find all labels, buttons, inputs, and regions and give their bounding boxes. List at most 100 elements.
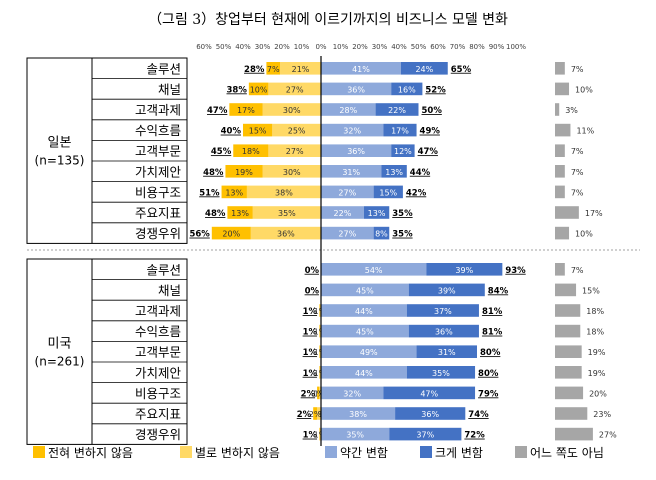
bar-slightly	[321, 366, 407, 379]
pos-total-label: 93%	[505, 266, 526, 276]
bar-slightly	[321, 123, 384, 137]
bar-label-not-much: 2%	[313, 410, 326, 419]
bar-label-slightly: 38%	[349, 410, 367, 419]
bar-label-none-at-all: 13%	[225, 188, 243, 197]
bar-label-greatly: 39%	[455, 266, 473, 275]
bar-not-much	[319, 345, 321, 358]
bar-label-greatly: 13%	[385, 168, 403, 177]
bar-greatly	[406, 304, 479, 317]
category-label: 고객부문	[135, 345, 181, 360]
bar-label-slightly: 36%	[347, 85, 365, 94]
bar-label-not-much: 38%	[275, 188, 293, 197]
axis-tick-label: 20%	[352, 43, 368, 51]
neg-total-label: 40%	[221, 127, 242, 137]
bar-label-none-at-all: 20%	[222, 230, 240, 239]
bar-label-not-much: 1%	[314, 348, 327, 357]
bar-label-not-much: 30%	[283, 168, 301, 177]
axis-tick-label: 0%	[315, 43, 326, 51]
bar-label-neither: 19%	[588, 369, 606, 378]
neg-total-label: 1%	[303, 307, 318, 317]
bar-slightly	[321, 427, 390, 441]
legend-swatch	[420, 446, 432, 458]
legend-item: 크게 변함	[420, 446, 483, 460]
bar-greatly	[395, 407, 466, 420]
bar-label-slightly: 35%	[346, 431, 364, 440]
bar-neither	[555, 123, 571, 137]
category-label: 고객부문	[135, 144, 181, 159]
bar-greatly	[383, 123, 417, 137]
category-label: 경쟁우위	[135, 427, 181, 442]
bar-not-much	[319, 366, 321, 379]
bar-neither	[555, 304, 581, 317]
bar-not-much	[250, 226, 321, 240]
bar-greatly	[391, 144, 415, 157]
pos-total-label: 35%	[392, 209, 413, 219]
bar-label-slightly: 31%	[342, 168, 360, 177]
category-label: 수익흐름	[135, 123, 181, 138]
bar-not-much	[272, 123, 321, 137]
bar-none-at-all	[229, 103, 263, 116]
bar-label-not-much: 1%	[314, 389, 327, 398]
bar-greatly	[408, 324, 479, 338]
bar-label-slightly: 44%	[355, 369, 373, 378]
bar-slightly	[321, 144, 392, 157]
bar-slightly	[321, 407, 396, 420]
bar-greatly	[373, 226, 390, 240]
bar-none-at-all	[233, 144, 269, 157]
bar-label-not-much: 1%	[314, 369, 327, 378]
bar-label-greatly: 37%	[434, 307, 452, 316]
bar-label-slightly: 45%	[356, 286, 374, 295]
pos-total-label: 42%	[406, 188, 427, 198]
bar-neither	[555, 324, 581, 338]
pos-total-label: 50%	[422, 106, 443, 116]
bar-not-much	[319, 427, 321, 441]
bar-label-greatly: 36%	[421, 410, 439, 419]
group-box	[26, 258, 188, 445]
bar-greatly	[391, 82, 423, 96]
bar-label-neither: 27%	[599, 431, 617, 440]
bar-label-none-at-all: 18%	[242, 147, 260, 156]
category-label: 가치제안	[135, 365, 182, 380]
bar-neither	[555, 185, 565, 199]
bar-label-not-much: 1%	[314, 431, 327, 440]
category-label: 주요지표	[135, 407, 181, 422]
bar-label-slightly: 49%	[360, 348, 378, 357]
bar-label-neither: 17%	[585, 209, 603, 218]
pos-total-label: 49%	[420, 127, 441, 137]
bar-label-greatly: 17%	[391, 127, 409, 136]
category-label: 비용구조	[135, 185, 181, 200]
bar-label-neither: 7%	[571, 147, 584, 156]
bar-label-not-much: 35%	[278, 209, 296, 218]
bar-none-at-all	[221, 185, 247, 199]
bar-none-at-all	[227, 206, 253, 219]
bar-none-at-all	[248, 82, 269, 96]
pos-total-label: 72%	[464, 431, 485, 441]
bar-neither	[555, 263, 565, 276]
bar-greatly	[373, 185, 403, 199]
legend-swatch	[33, 446, 45, 458]
axis-tick-label: 70%	[450, 43, 466, 51]
bar-slightly	[321, 386, 384, 400]
bar-label-none-at-all: 13%	[231, 209, 249, 218]
bar-slightly	[321, 226, 374, 240]
bar-neither	[555, 386, 584, 400]
neg-total-label: 56%	[189, 230, 210, 240]
category-label: 솔루션	[146, 61, 181, 76]
bar-greatly	[389, 427, 462, 441]
bar-none-at-all	[266, 62, 281, 75]
bar-none-at-all	[313, 407, 318, 420]
axis-tick-label: 30%	[372, 43, 388, 51]
bar-none-at-all	[243, 123, 273, 137]
bar-label-slightly: 41%	[352, 65, 370, 74]
bar-neither	[555, 82, 570, 96]
axis-tick-label: 90%	[489, 43, 505, 51]
pos-total-label: 35%	[392, 230, 413, 240]
bar-label-not-much: 27%	[286, 147, 304, 156]
legend-label: 약간 변함	[340, 445, 388, 460]
category-label: 비용구조	[135, 386, 181, 401]
pos-total-label: 79%	[478, 389, 499, 399]
legend-swatch	[515, 446, 527, 458]
axis-tick-label: 30%	[255, 43, 271, 51]
bar-none-at-all	[225, 165, 263, 178]
neg-total-label: 48%	[205, 209, 226, 219]
